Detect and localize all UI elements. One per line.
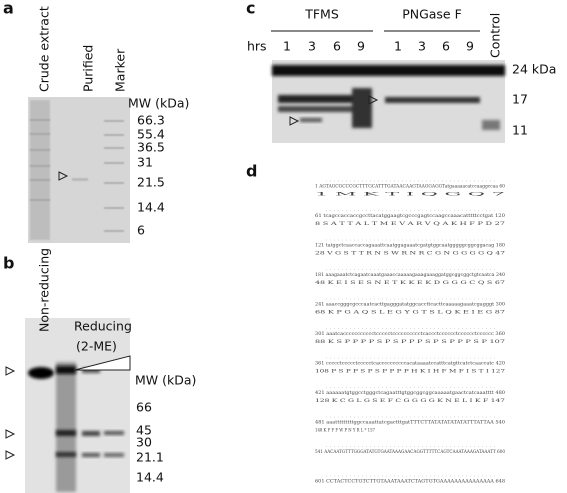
nucleotide-line: 421 aaaaaatgtggcctgggctcagaatttgtggcggcg… — [315, 390, 505, 396]
time-label: hrs — [247, 39, 267, 54]
mw-label: 17 — [512, 92, 528, 107]
mw-title: MW (kDa) — [135, 373, 196, 388]
time-value: 1 — [283, 39, 291, 54]
time-value: 9 — [466, 39, 474, 54]
mw-label: 31 — [137, 155, 153, 170]
lane-label: Control — [488, 13, 503, 58]
amino-acid-line: 1 M K T I Q G Q 7 — [315, 192, 505, 198]
mw-label: 36.5 — [137, 140, 165, 155]
nucleotide-line: 361 ccccctccccctccccctcaccccccccccacataa… — [315, 361, 505, 367]
amino-acid-line: 68 K P G A Q S L E G Y G T S L Q K E I E… — [315, 310, 505, 316]
time-value: 9 — [357, 39, 365, 54]
reducing-agent: (2-ME) — [76, 339, 117, 354]
amino-acid-line: 8 S A T T A L T M E V A R V Q A K H F P … — [315, 221, 505, 227]
mw-title: MW (kDa) — [128, 96, 189, 111]
nucleotide-line: 481 aaatttttttttggccaaattatcgactttgatTTT… — [315, 420, 505, 426]
gel-c — [271, 30, 505, 143]
mw-label: 66.3 — [137, 113, 165, 128]
nucleotide-line: 61 tcagccaccaccgccttacatggaagtcgcccgagtc… — [315, 213, 505, 219]
panel-letter: b — [3, 254, 14, 273]
nucleotide-line: 601 CCTACTCCTGTCTTGTAAATAAATCTAGTGTGAAAA… — [315, 479, 505, 485]
mw-label: 30 — [136, 435, 152, 450]
nucleotide-line: 301 aaatcaccccccccccctccccctcccccccccctc… — [315, 331, 505, 337]
mw-label: 11 — [512, 123, 528, 138]
mw-label: 24 kDa — [512, 62, 556, 77]
lane-label: Marker — [113, 48, 128, 92]
mw-label: 14.4 — [137, 200, 165, 215]
nucleotide-line: 1 AGTAGCGCCCGCTTTGCATTTGATAACAAGTAAGGAGG… — [315, 184, 505, 190]
nucleotide-line: 121 tatggctcaaccaccagaaattcaatggagaaatcg… — [315, 243, 505, 249]
time-value: 6 — [442, 39, 450, 54]
time-value: 1 — [394, 39, 402, 54]
time-value: 6 — [333, 39, 341, 54]
mw-label: 14.4 — [136, 470, 164, 485]
nucleotide-line: 541 AACAATGTTTGGGATATGTGAATAAAGAACAGGTTT… — [315, 449, 505, 455]
amino-acid-line: 28 V G S T T R N S W R N R C G N G G G G… — [315, 251, 505, 257]
nucleotide-line: 181 aaagaaatctcagaatcaaatgaaaccaaaaagaaa… — [315, 272, 505, 278]
amino-acid-line: 48 K E I S E S N E T K K E K D G G G C Q… — [315, 280, 505, 286]
amino-acid-line: 128 K C G L G S E F C G G G G K N E L I … — [315, 398, 505, 404]
mw-label: 55.4 — [137, 127, 165, 142]
panel-letter: d — [246, 162, 257, 181]
gel-b — [5, 318, 131, 493]
lane-label: Non-reducing — [37, 248, 52, 332]
mw-label: 66 — [136, 400, 152, 415]
time-value: 3 — [418, 39, 426, 54]
gel-a — [28, 97, 130, 243]
mw-label: 6 — [137, 223, 145, 238]
mw-label: 21.1 — [136, 450, 164, 465]
mw-label: 21.5 — [137, 175, 165, 190]
lane-label: Purified — [81, 45, 96, 92]
nucleotide-line: 241 aaaccgggcgcccaatcacttgagggatatggcacc… — [315, 302, 505, 308]
panel-letter: a — [3, 0, 14, 18]
lane-label: Crude extract — [37, 6, 52, 92]
panel-letter: c — [246, 0, 255, 18]
reducing-label: Reducing — [74, 319, 132, 334]
amino-acid-line: 148 K F F F W P N Y R L * 157 — [315, 428, 375, 434]
group-label: TFMS — [304, 7, 339, 22]
amino-acid-line: 108 P S P P S P S P P P P H K I H F M F … — [315, 369, 505, 375]
mw-label: 45 — [136, 423, 152, 438]
group-label: PNGase F — [402, 7, 462, 22]
time-value: 3 — [308, 39, 316, 54]
amino-acid-line: 88 K S P P P P S P S P P P S P S P P P S… — [315, 339, 505, 345]
